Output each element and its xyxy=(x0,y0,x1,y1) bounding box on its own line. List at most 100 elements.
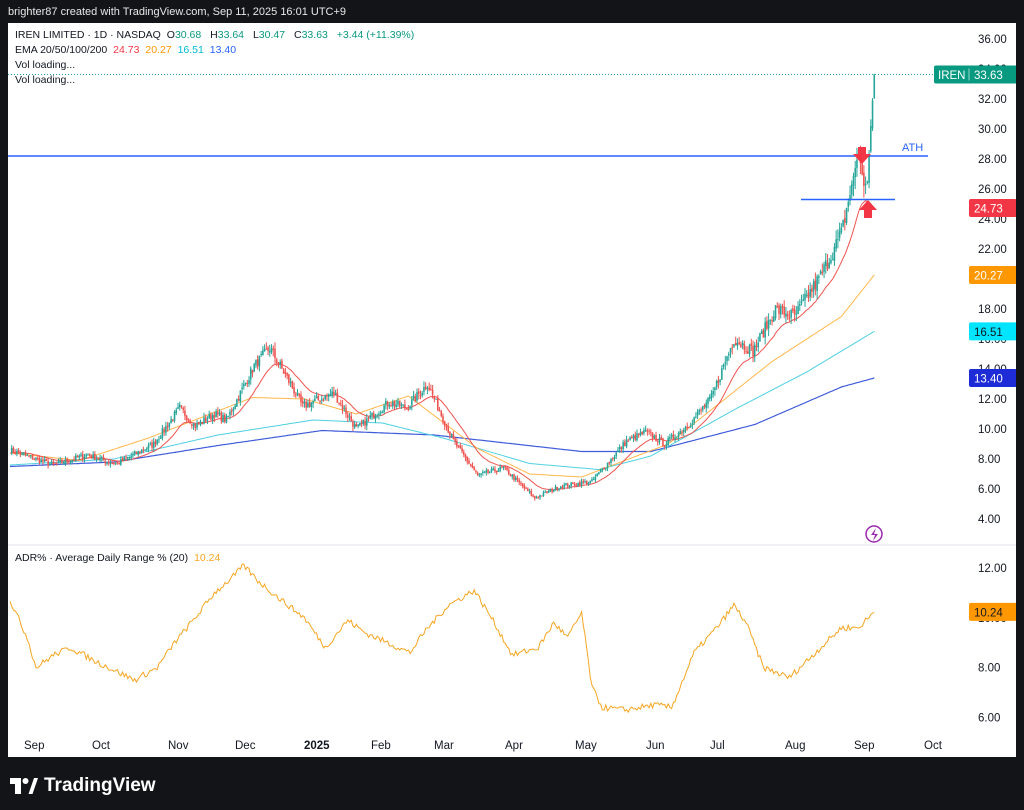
candle-body xyxy=(73,459,75,461)
legend-l: L30.47 xyxy=(252,29,286,41)
candle-body xyxy=(296,392,299,395)
candle-body xyxy=(630,437,633,439)
candle xyxy=(674,434,676,443)
candle xyxy=(201,421,204,425)
candle-body xyxy=(165,426,167,433)
candle-body xyxy=(433,396,436,400)
candle xyxy=(764,317,766,345)
candle xyxy=(580,478,583,488)
price-tick-label: 30.00 xyxy=(978,124,1007,136)
candle xyxy=(729,347,732,358)
candle-body xyxy=(239,390,242,402)
candle xyxy=(175,407,178,416)
candle-body xyxy=(262,350,264,356)
candle-body xyxy=(788,317,791,319)
candle-body xyxy=(573,483,576,486)
candle-body xyxy=(374,416,377,420)
candle-body xyxy=(745,351,747,353)
candle xyxy=(788,310,791,322)
candle xyxy=(412,390,415,401)
candle-body xyxy=(721,368,723,380)
candle-body xyxy=(435,398,437,400)
candle-body xyxy=(457,445,460,447)
candle-body xyxy=(651,432,654,439)
candle-body xyxy=(689,425,692,427)
candle-body xyxy=(449,431,451,436)
candle-body xyxy=(554,486,557,491)
candle xyxy=(303,398,306,408)
candle-body xyxy=(591,479,593,482)
candle xyxy=(359,422,361,427)
candle xyxy=(357,424,359,429)
candle-body xyxy=(68,461,70,463)
candle xyxy=(374,413,377,423)
candle xyxy=(724,355,727,371)
candle-body xyxy=(184,410,186,416)
candle xyxy=(800,294,803,306)
candle xyxy=(698,408,701,415)
candle-body xyxy=(345,407,347,415)
candle xyxy=(409,405,411,410)
candle xyxy=(575,482,578,487)
candle xyxy=(16,448,18,457)
candle xyxy=(194,423,197,432)
candle-body xyxy=(326,394,328,396)
candle xyxy=(776,302,779,309)
candle xyxy=(492,466,495,471)
candle xyxy=(80,452,82,458)
candle xyxy=(842,219,844,228)
tradingview-logo[interactable]: TradingView xyxy=(10,774,156,798)
candle-body xyxy=(244,382,247,384)
candle-body xyxy=(365,418,368,426)
candle xyxy=(745,346,747,355)
candle xyxy=(286,372,288,380)
candle xyxy=(852,172,855,197)
candle-body xyxy=(87,454,89,456)
candle-body xyxy=(662,438,664,446)
candle-body xyxy=(402,404,404,406)
candle-body xyxy=(206,419,209,421)
candle-body xyxy=(279,361,281,365)
candle-body xyxy=(866,181,869,183)
candle-body xyxy=(719,379,721,382)
candle xyxy=(856,147,858,177)
candle-body xyxy=(217,411,219,415)
candle xyxy=(812,278,815,298)
candle-body xyxy=(537,497,540,499)
candle xyxy=(81,450,84,463)
candle-body xyxy=(55,463,58,465)
candle xyxy=(279,359,281,369)
candle xyxy=(459,442,462,449)
candle xyxy=(478,472,481,478)
time-tick-label: Sep xyxy=(24,740,44,752)
candle xyxy=(542,490,545,497)
candle-body xyxy=(553,490,555,492)
candle-body xyxy=(298,393,301,396)
candle xyxy=(584,478,586,484)
candle-body xyxy=(454,438,456,442)
candle-body xyxy=(383,405,385,412)
candle-body xyxy=(634,434,637,440)
candle-body xyxy=(601,468,604,471)
candle xyxy=(608,461,611,466)
candle-body xyxy=(386,401,389,407)
price-tick-label: 18.00 xyxy=(978,304,1007,316)
ema50-badge-text: 20.27 xyxy=(974,270,1003,282)
candle-body xyxy=(364,420,366,426)
candle-body xyxy=(97,457,100,460)
candle-body xyxy=(430,389,432,391)
candle-body xyxy=(696,411,699,416)
candle xyxy=(663,444,666,450)
candle xyxy=(132,451,134,458)
candle-body xyxy=(142,449,145,451)
candle xyxy=(585,480,588,485)
candle xyxy=(64,456,67,467)
candle xyxy=(643,427,645,436)
candle xyxy=(405,407,408,410)
ema50-line xyxy=(9,274,875,478)
candle xyxy=(376,413,378,419)
chart-canvas[interactable]: ATH 36.0034.0032.0030.0028.0026.0024.002… xyxy=(8,23,1016,757)
candle xyxy=(94,451,96,460)
chart-frame[interactable]: ATH 36.0034.0032.0030.0028.0026.0024.002… xyxy=(8,23,1016,757)
candle xyxy=(135,451,138,455)
